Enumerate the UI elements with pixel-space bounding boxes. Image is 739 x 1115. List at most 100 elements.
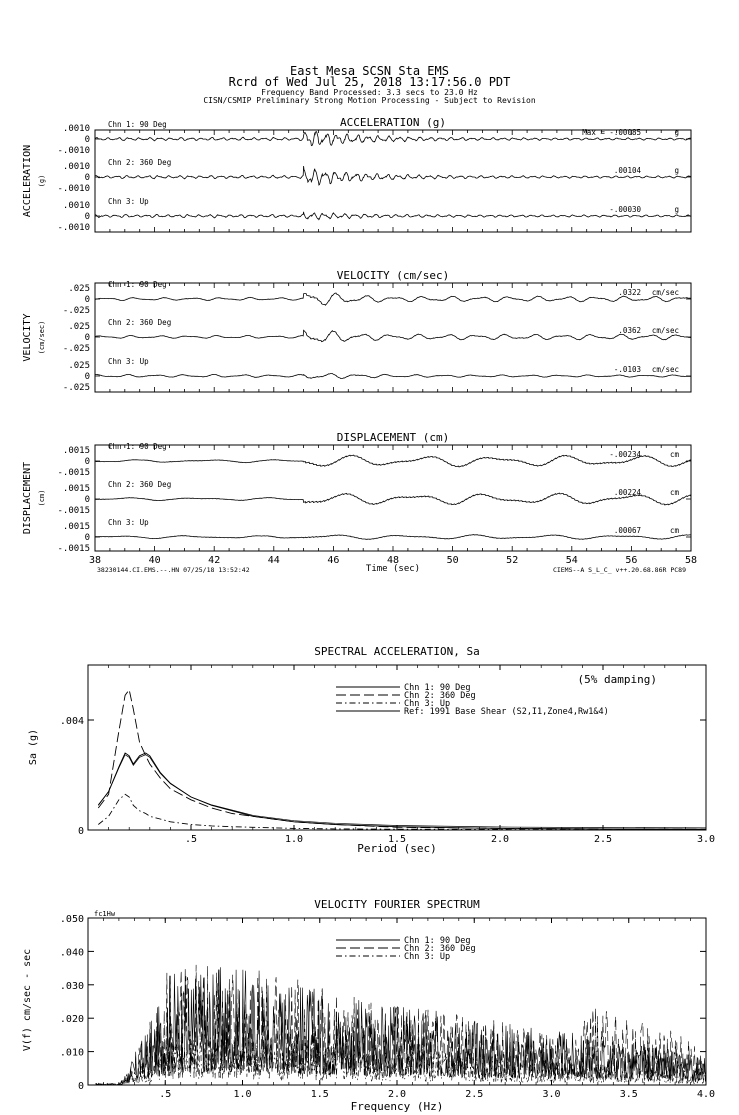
processing-note: CISN/CSMIP Preliminary Strong Motion Pro… bbox=[203, 96, 536, 105]
y-tick-label: .0010 bbox=[63, 124, 90, 134]
x-tick-label: 56 bbox=[625, 555, 637, 566]
fourier-y-tick-label: .010 bbox=[60, 1048, 84, 1059]
panel-yunit: (g) bbox=[38, 175, 46, 188]
sa-series-3 bbox=[98, 793, 706, 831]
x-tick-label: 38 bbox=[89, 555, 101, 566]
x-tick-label: 44 bbox=[268, 555, 280, 566]
trace-chn-1-90-deg bbox=[94, 131, 692, 147]
y-tick-label: .0010 bbox=[63, 162, 90, 172]
y-tick-label: -.0015 bbox=[57, 468, 90, 478]
fourier-corner-label: fc1Hw bbox=[94, 910, 116, 918]
trace-chn-1-90-deg bbox=[95, 454, 692, 468]
footer-right: CIEMS--A S_L_C_ v++.20.68.86R PC89 bbox=[553, 566, 686, 574]
x-tick-label: 52 bbox=[506, 555, 518, 566]
channel-label: Chn 1: 90 Deg bbox=[108, 442, 167, 451]
y-tick-label: 0 bbox=[85, 495, 90, 505]
fourier-xlabel: Frequency (Hz) bbox=[351, 1100, 444, 1113]
sa-frame bbox=[87, 664, 707, 831]
trace-chn-3-up bbox=[94, 373, 691, 379]
y-tick-label: -.0015 bbox=[57, 544, 90, 554]
sa-x-tick-label: 2.0 bbox=[491, 834, 509, 845]
y-tick-label: 0 bbox=[85, 212, 90, 222]
fourier-legend-label: Chn 3: Up bbox=[404, 952, 450, 962]
fourier-x-tick-label: 2.5 bbox=[465, 1089, 483, 1100]
y-tick-label: .025 bbox=[68, 284, 90, 294]
fourier-y-tick-label: .030 bbox=[60, 981, 84, 992]
footer-left: 38230144.CI.EMS.--.HN 07/25/18 13:52:42 bbox=[97, 566, 250, 574]
trace-chn-2-360-deg bbox=[94, 165, 692, 186]
channel-label: Chn 2: 360 Deg bbox=[108, 318, 171, 327]
peak-value: -.0103 bbox=[614, 365, 641, 374]
record-time: Rcrd of Wed Jul 25, 2018 13:17:56.0 PDT bbox=[228, 75, 511, 89]
y-tick-label: .0010 bbox=[63, 201, 90, 211]
y-tick-label: -.0010 bbox=[57, 223, 90, 233]
y-tick-label: -.0010 bbox=[57, 184, 90, 194]
fourier-title: VELOCITY FOURIER SPECTRUM bbox=[314, 898, 480, 911]
channel-label: Chn 2: 360 Deg bbox=[108, 480, 171, 489]
sa-x-tick-label: 1.0 bbox=[285, 834, 303, 845]
peak-unit: cm bbox=[670, 526, 680, 535]
y-tick-label: .0015 bbox=[63, 522, 90, 532]
panel-yunit: (cm/sec) bbox=[38, 321, 46, 355]
panel-title: ACCELERATION (g) bbox=[340, 116, 446, 129]
sa-legend-label: Chn 1: 90 Deg bbox=[404, 683, 471, 693]
channel-label: Chn 3: Up bbox=[108, 197, 149, 206]
y-tick-label: .0015 bbox=[63, 446, 90, 456]
y-tick-label: 0 bbox=[85, 457, 90, 467]
fourier-y-tick-label: 0 bbox=[78, 1081, 84, 1092]
trace-chn-2-360-deg bbox=[95, 492, 692, 506]
panel-ylabel: DISPLACEMENT bbox=[22, 462, 33, 534]
y-tick-label: 0 bbox=[85, 295, 90, 305]
y-tick-label: 0 bbox=[85, 333, 90, 343]
y-tick-label: -.025 bbox=[63, 344, 90, 354]
y-tick-label: -.025 bbox=[63, 383, 90, 393]
fourier-y-tick-label: .050 bbox=[60, 914, 84, 925]
peak-value: .0322 bbox=[618, 288, 641, 297]
fourier-legend-label: Chn 1: 90 Deg bbox=[404, 936, 471, 946]
sa-series-1 bbox=[97, 752, 707, 830]
x-tick-label: 46 bbox=[327, 555, 339, 566]
sa-y-tick-label: .004 bbox=[60, 716, 84, 727]
channel-label: Chn 3: Up bbox=[108, 357, 149, 366]
channel-label: Chn 3: Up bbox=[108, 518, 149, 527]
sa-reference-curve bbox=[98, 754, 707, 829]
trace-chn-3-up bbox=[94, 211, 692, 221]
fourier-ylabel: V(f) cm/sec - sec bbox=[22, 949, 33, 1051]
fourier-x-tick-label: 1.5 bbox=[311, 1089, 329, 1100]
fourier-x-tick-label: 4.0 bbox=[697, 1089, 715, 1100]
x-tick-label: 54 bbox=[566, 555, 578, 566]
fourier-x-tick-label: 3.0 bbox=[542, 1089, 560, 1100]
peak-unit: g bbox=[674, 166, 679, 175]
panel-title: DISPLACEMENT (cm) bbox=[337, 431, 450, 444]
time-panel-2 bbox=[94, 282, 692, 393]
y-tick-label: -.0010 bbox=[57, 146, 90, 156]
peak-value: .00067 bbox=[614, 526, 641, 535]
peak-value: .00224 bbox=[614, 488, 642, 497]
y-tick-label: 0 bbox=[85, 533, 90, 543]
time-panel-1 bbox=[94, 129, 692, 233]
peak-value: -.00234 bbox=[609, 450, 641, 459]
sa-xlabel: Period (sec) bbox=[357, 842, 436, 855]
x-tick-label: 42 bbox=[208, 555, 220, 566]
sa-y-tick-label: 0 bbox=[78, 826, 84, 837]
fourier-x-tick-label: 3.5 bbox=[620, 1089, 638, 1100]
y-tick-label: 0 bbox=[85, 372, 90, 382]
peak-unit: g bbox=[674, 205, 679, 214]
fourier-series-2 bbox=[95, 964, 707, 1086]
x-tick-label: 58 bbox=[685, 555, 697, 566]
frequency-band: Frequency Band Processed: 3.3 secs to 23… bbox=[261, 88, 478, 97]
peak-value: .0362 bbox=[618, 326, 641, 335]
y-tick-label: 0 bbox=[85, 135, 90, 145]
fourier-legend-label: Chn 2: 360 Deg bbox=[404, 944, 476, 954]
channel-label: Chn 2: 360 Deg bbox=[108, 158, 171, 167]
x-tick-label: 50 bbox=[447, 555, 459, 566]
sa-series-2 bbox=[97, 688, 707, 830]
x-axis-label: Time (sec) bbox=[366, 564, 420, 574]
fourier-x-tick-label: 1.0 bbox=[233, 1089, 251, 1100]
panel-yunit: (cm) bbox=[38, 490, 46, 507]
peak-unit: g bbox=[674, 128, 679, 137]
sa-legend-label: Ref: 1991 Base Shear (S2,I1,Zone4,Rw1&4) bbox=[404, 707, 609, 717]
sa-x-tick-label: 3.0 bbox=[697, 834, 715, 845]
sa-x-tick-label: 2.5 bbox=[594, 834, 612, 845]
